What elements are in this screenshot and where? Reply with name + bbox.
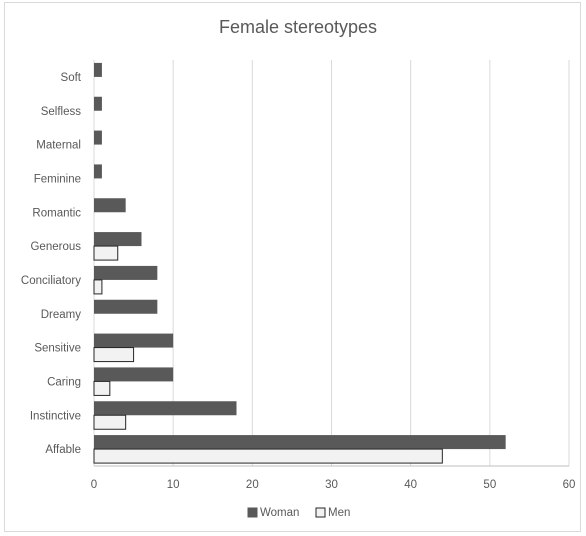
- category-label-instinctive: Instinctive: [30, 410, 81, 422]
- bar-woman-sensitive: [94, 333, 174, 348]
- x-tick-label-20: 20: [246, 479, 259, 491]
- legend: Woman Men: [247, 507, 350, 519]
- legend-label-men: Men: [328, 507, 350, 519]
- bar-woman-dreamy: [94, 299, 158, 314]
- x-tick-label-50: 50: [483, 479, 496, 491]
- category-labels: Soft Selfless Maternal Feminine Romantic Gene…: [21, 72, 82, 456]
- x-tick-label-0: 0: [91, 479, 97, 491]
- bar-men-affable: [93, 448, 443, 464]
- category-label-generous: Generous: [30, 241, 81, 253]
- bars: [93, 62, 506, 464]
- category-label-affable: Affable: [45, 444, 81, 456]
- bar-men-instinctive: [93, 414, 127, 430]
- bar-woman-soft: [94, 62, 102, 77]
- x-tick-label-30: 30: [325, 479, 338, 491]
- x-axis-tick-labels: 0 10 20 30 40 50 60: [91, 479, 576, 491]
- category-label-dreamy: Dreamy: [41, 309, 82, 321]
- category-label-feminine: Feminine: [34, 173, 81, 185]
- legend-swatch-men: [315, 507, 326, 518]
- chart-title: Female stereotypes: [218, 17, 378, 37]
- legend-label-woman: Woman: [260, 507, 299, 519]
- bar-woman-feminine: [94, 164, 102, 179]
- legend-swatch-woman: [247, 507, 258, 518]
- x-tick-label-10: 10: [167, 479, 180, 491]
- bar-woman-affable: [94, 435, 506, 450]
- bar-woman-caring: [94, 367, 174, 382]
- bar-woman-conciliatory: [94, 265, 158, 280]
- category-label-selfless: Selfless: [41, 106, 82, 118]
- bar-men-generous: [93, 245, 119, 261]
- bar-men-caring: [93, 380, 111, 396]
- category-label-maternal: Maternal: [36, 140, 81, 152]
- bar-woman-romantic: [94, 198, 126, 213]
- x-tick-label-40: 40: [404, 479, 417, 491]
- category-label-soft: Soft: [61, 72, 82, 84]
- category-label-romantic: Romantic: [32, 207, 81, 219]
- category-label-sensitive: Sensitive: [34, 343, 81, 355]
- bar-woman-selfless: [94, 96, 102, 111]
- bar-woman-maternal: [94, 130, 102, 145]
- x-tick-label-60: 60: [563, 479, 576, 491]
- bar-men-sensitive: [93, 347, 135, 363]
- category-label-caring: Caring: [47, 376, 81, 388]
- bar-woman-instinctive: [94, 401, 237, 416]
- bar-woman-generous: [94, 232, 142, 247]
- bar-men-conciliatory: [93, 279, 103, 295]
- category-label-conciliatory: Conciliatory: [21, 275, 81, 287]
- gridlines: [93, 60, 570, 467]
